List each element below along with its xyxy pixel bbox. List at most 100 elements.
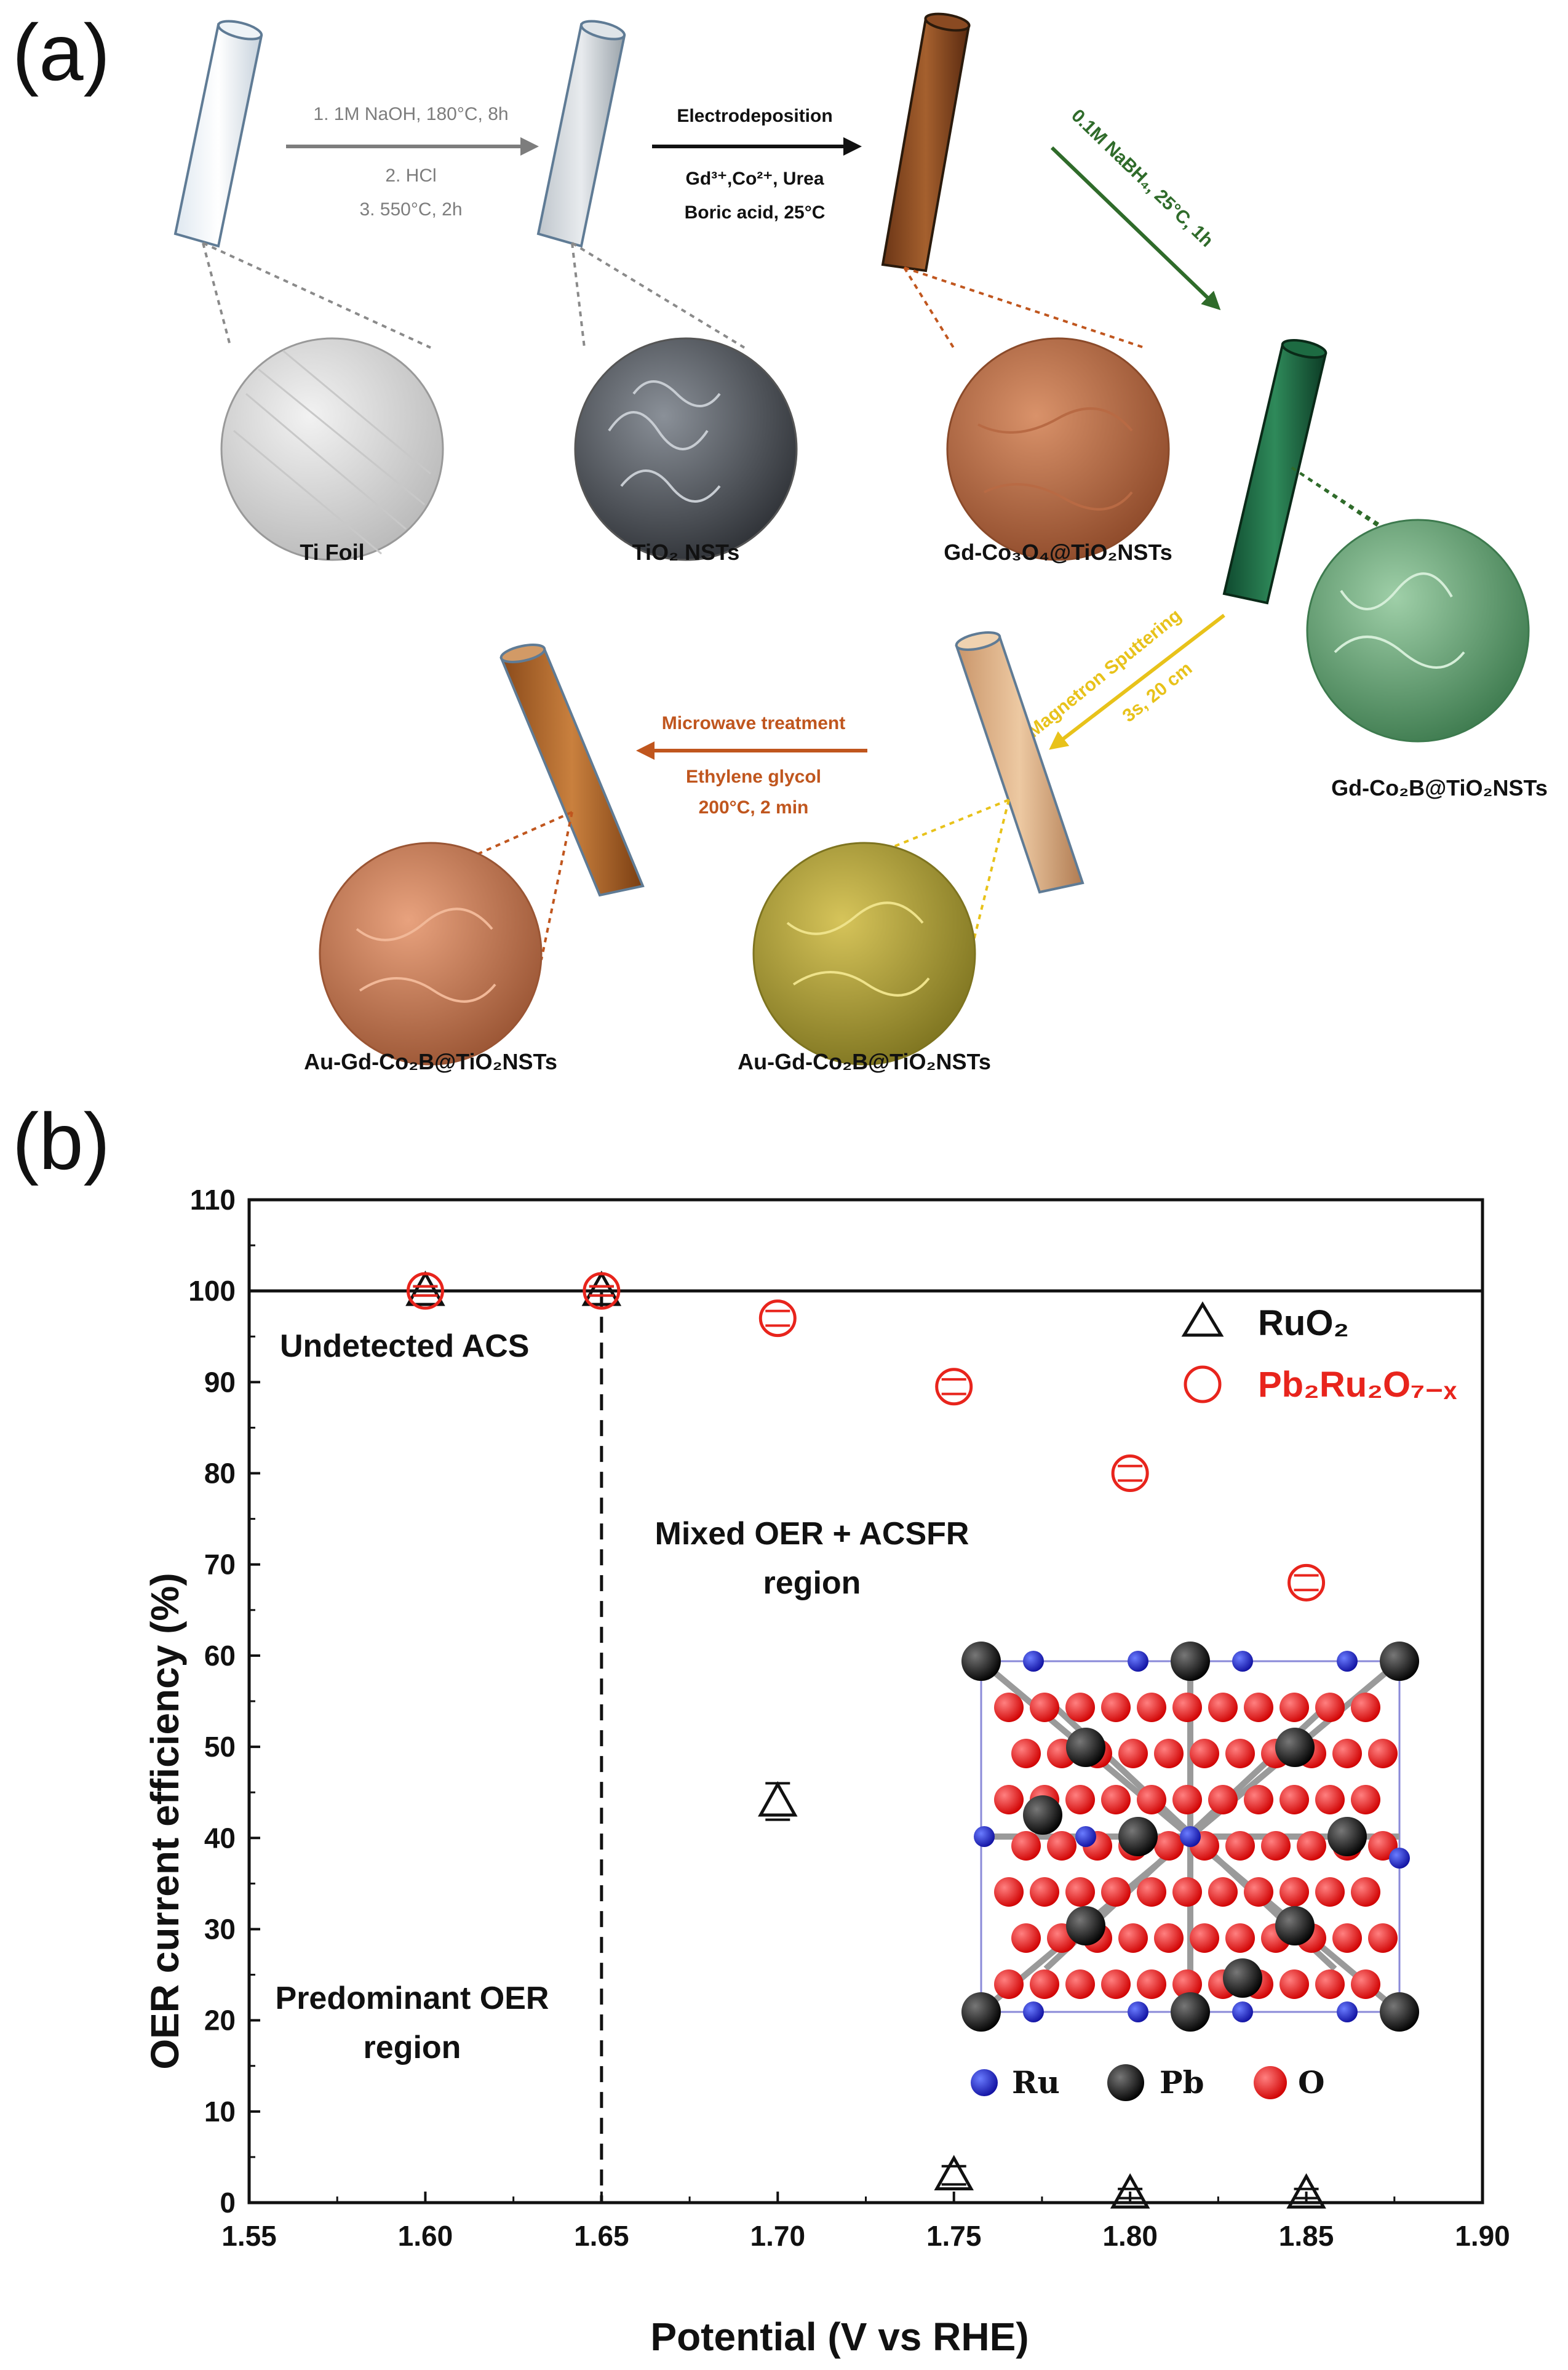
o-atom xyxy=(994,1693,1024,1722)
o-atom xyxy=(1030,1969,1059,1999)
triangle-marker xyxy=(1286,2173,1326,2209)
o-atom xyxy=(1011,1831,1041,1861)
o-atom xyxy=(1261,1831,1291,1861)
pb2ru2o7-point xyxy=(758,1299,797,1338)
o-atom xyxy=(1101,1877,1131,1907)
ruo2-point xyxy=(934,2155,974,2191)
y-axis-label: OER current efficiency (%) xyxy=(143,1573,187,2069)
y-tick-label: 30 xyxy=(204,1913,236,1945)
pb-label: Pb xyxy=(1160,2064,1204,2101)
y-tick-label: 100 xyxy=(188,1275,236,1307)
o-label: O xyxy=(1298,2064,1325,2101)
o-atom xyxy=(1011,1923,1041,1953)
x-tick-label: 1.85 xyxy=(1279,2220,1334,2252)
triangle-marker xyxy=(405,1271,445,1306)
legend-ruo2-label: RuO₂ xyxy=(1258,1303,1349,1343)
o-atom xyxy=(1172,1693,1202,1722)
pb-atom xyxy=(1171,1992,1210,2032)
legend-ruo2-marker xyxy=(1181,1301,1224,1337)
x-axis-label: Potential (V vs RHE) xyxy=(650,2315,1029,2359)
pb-atom xyxy=(1118,1817,1158,1856)
step1-line3: 3. 550°C, 2h xyxy=(359,199,462,220)
legend-pb2ru2o7-label: Pb₂Ru₂O₇₋ₓ xyxy=(1258,1365,1457,1405)
tio2-rod xyxy=(536,20,626,248)
crystal-structure-inset: Ru Pb O xyxy=(961,1642,1419,2101)
ru-atom xyxy=(1389,1848,1410,1869)
pb-atom xyxy=(1380,1642,1419,1681)
pb-atom xyxy=(1223,1958,1262,1998)
ru-label: Ru xyxy=(1012,2064,1060,2101)
x-tick-label: 1.90 xyxy=(1455,2220,1510,2252)
circle-marker xyxy=(406,1272,444,1310)
o-atom xyxy=(1225,1923,1255,1953)
o-atom xyxy=(1190,1923,1219,1953)
gd-co2b-rod xyxy=(1222,339,1327,605)
o-atom xyxy=(1065,1969,1095,1999)
o-atom xyxy=(1315,1877,1345,1907)
pb-atom xyxy=(961,1642,1001,1681)
au-final-label: Au-Gd-Co₂B@TiO₂NSTs xyxy=(304,1049,557,1074)
triangle-marker xyxy=(581,1271,622,1306)
panel-b-label: (b) xyxy=(12,1096,110,1186)
step5-line2: 200°C, 2 min xyxy=(699,797,809,818)
o-atom xyxy=(1208,1877,1238,1907)
o-atom xyxy=(1297,1831,1326,1861)
o-atom xyxy=(1315,1969,1345,1999)
pb-atom xyxy=(1023,1795,1062,1835)
step4-line1: Magnetron Sputtering xyxy=(1024,605,1185,742)
panel-a-label: (a) xyxy=(12,7,110,97)
x-tick-label: 1.55 xyxy=(221,2220,277,2252)
ti-foil-micrograph xyxy=(220,337,444,561)
o-atom xyxy=(1065,1877,1095,1907)
pb-atom-key xyxy=(1107,2064,1144,2101)
o-atom xyxy=(1137,1877,1166,1907)
region-bottom-line2: region xyxy=(364,2030,461,2065)
o-atom xyxy=(1368,1739,1398,1768)
x-tick-label: 1.65 xyxy=(574,2220,629,2252)
o-atom xyxy=(1279,1785,1309,1814)
ti-foil-rod xyxy=(173,20,263,248)
x-tick-label: 1.60 xyxy=(398,2220,453,2252)
pb-atom xyxy=(1275,1728,1315,1767)
pb-atom xyxy=(961,1992,1001,2032)
o-atom xyxy=(1279,1969,1309,1999)
ru-atom xyxy=(1337,1651,1358,1672)
o-atom xyxy=(1172,1785,1202,1814)
o-atom xyxy=(1315,1693,1345,1722)
au-sputter-rod xyxy=(955,631,1084,894)
o-atom xyxy=(1030,1877,1059,1907)
o-atom xyxy=(1279,1877,1309,1907)
triangle-marker xyxy=(934,2155,974,2191)
y-tick-label: 90 xyxy=(204,1366,236,1398)
step5-line1: Ethylene glycol xyxy=(686,767,821,787)
y-tick-label: 70 xyxy=(204,1549,236,1581)
ru-atom xyxy=(1023,2001,1044,2022)
o-atom xyxy=(994,1877,1024,1907)
step2-line1: Gd³⁺,Co²⁺, Urea xyxy=(685,169,824,189)
o-atom xyxy=(994,1785,1024,1814)
ruo2-point xyxy=(758,1781,798,1821)
ru-atom xyxy=(1180,1826,1201,1847)
o-atom xyxy=(1065,1693,1095,1722)
ru-atom xyxy=(1023,1651,1044,1672)
circle-marker xyxy=(935,1368,973,1406)
x-tick-label: 1.80 xyxy=(1102,2220,1158,2252)
step5-title: Microwave treatment xyxy=(662,713,845,733)
triangle-marker xyxy=(758,1781,798,1817)
step2-title: Electrodeposition xyxy=(677,106,832,126)
o-atom xyxy=(1190,1739,1219,1768)
o-atom xyxy=(1154,1831,1184,1861)
circle-marker xyxy=(758,1299,797,1338)
y-tick-label: 0 xyxy=(220,2187,236,2219)
x-tick-label: 1.70 xyxy=(750,2220,806,2252)
o-atom xyxy=(1208,1693,1238,1722)
panel-b-chart: (b) 1.55 1.60 1.65 1.70 1.75 1.80 1.85 1.90 0 10 2… xyxy=(12,1096,1510,2359)
gd-co2b-label: Gd-Co₂B@TiO₂NSTs xyxy=(1331,775,1548,800)
o-atom xyxy=(1225,1739,1255,1768)
metal-atoms xyxy=(961,1642,1419,2032)
o-atom xyxy=(1154,1923,1184,1953)
atom-legend: Ru Pb O xyxy=(971,2064,1325,2101)
o-atom xyxy=(1172,1877,1202,1907)
pb-atom xyxy=(1380,1992,1419,2032)
